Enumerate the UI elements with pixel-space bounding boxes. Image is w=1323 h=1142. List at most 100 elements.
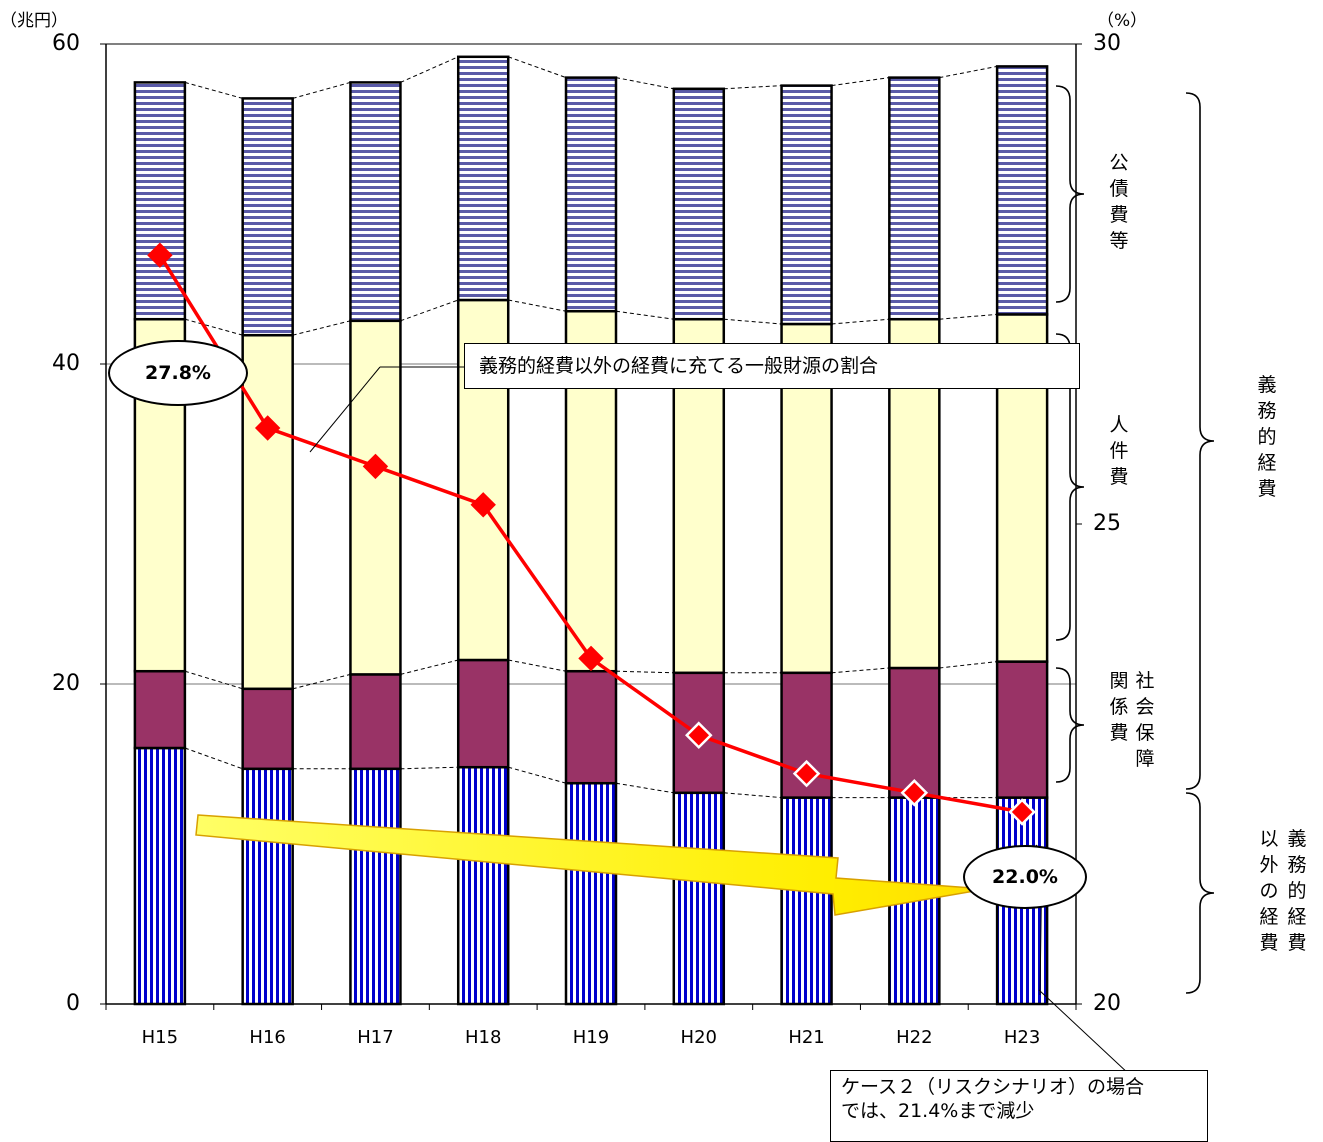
connector-4-0 [184, 81, 243, 99]
scenario-note-line2: では、21.4%まで減少 [841, 1100, 1035, 1122]
ratio-point-H23 [1008, 798, 1036, 826]
bar-H16-seg-0 [241, 767, 294, 1006]
x-label-H16: H16 [249, 1027, 286, 1048]
connector-1-5 [723, 792, 782, 799]
connector-4-7 [939, 65, 998, 79]
connector-1-2 [400, 766, 459, 770]
bar-H21-seg-3 [780, 84, 833, 326]
connector-3-6 [831, 318, 890, 325]
connector-3-5 [723, 318, 782, 325]
left-tick-40: 40 [52, 351, 80, 376]
connector-4-1 [292, 81, 351, 99]
bar-H17-seg-0 [349, 767, 402, 1006]
connector-3-0 [184, 318, 243, 336]
x-label-H22: H22 [896, 1027, 933, 1048]
brace-gimu [1185, 92, 1215, 790]
label-igai-col2: 義務的経費 [1287, 828, 1307, 954]
connector-4-2 [400, 56, 459, 83]
connector-3-4 [615, 310, 674, 320]
bar-H15-seg-1 [133, 669, 187, 750]
left-tick-0: 0 [66, 991, 80, 1016]
bar-H17-seg-2 [349, 319, 402, 676]
x-label-H17: H17 [357, 1027, 394, 1048]
bar-H20-seg-3 [672, 87, 726, 321]
x-label-H20: H20 [680, 1027, 717, 1048]
start-value-label: 27.8% [108, 340, 248, 406]
bar-H19-seg-1 [564, 669, 618, 785]
left-tick-20: 20 [52, 671, 80, 696]
bar-H16-seg-3 [241, 97, 294, 337]
bar-H18-seg-0 [456, 765, 510, 1006]
ratio-line [147, 242, 1036, 826]
connector-2-7 [939, 661, 998, 669]
brace-shakai [1055, 667, 1085, 783]
ratio-point-H19 [578, 645, 604, 672]
connector-4-3 [508, 56, 567, 79]
bar-H23-seg-1 [995, 660, 1049, 799]
bar-H20-seg-0 [672, 791, 726, 1006]
scenario-note-line1: ケース２（リスクシナリオ）の場合 [841, 1076, 1145, 1098]
scenario-note: ケース２（リスクシナリオ）の場合 では、21.4%まで減少 [830, 1070, 1208, 1142]
connector-2-1 [292, 673, 351, 690]
x-label-H21: H21 [788, 1027, 825, 1048]
brace-jinken [1055, 333, 1085, 641]
bar-H17-seg-3 [349, 81, 402, 323]
connector-4-4 [615, 77, 674, 90]
brace-kousai [1055, 85, 1085, 303]
ratio-point-H21 [792, 759, 821, 788]
connector-2-4 [615, 670, 674, 674]
label-jinken: 人件費 [1109, 414, 1129, 488]
label-kousai: 公債費等 [1109, 152, 1129, 252]
bar-H18-seg-1 [456, 658, 510, 769]
bar-H22-seg-1 [888, 666, 941, 799]
label-gimu: 義務的経費 [1257, 374, 1277, 500]
connector-4-5 [723, 85, 782, 90]
bars [133, 55, 1049, 1006]
connector-3-1 [292, 320, 351, 336]
bar-H22-seg-3 [888, 76, 941, 321]
bar-H21-seg-0 [780, 796, 833, 1006]
bar-H18-seg-3 [456, 55, 510, 302]
connector-dashes [184, 56, 998, 799]
bar-H16-seg-2 [241, 333, 294, 691]
label-shakai-col1: 関係費 [1109, 670, 1129, 744]
connector-3-7 [939, 313, 998, 320]
connector-2-3 [508, 659, 567, 672]
trend-arrow [195, 814, 987, 916]
left-tick-60: 60 [52, 31, 80, 56]
label-igai-col1: 以外の経費 [1259, 828, 1279, 954]
right-tick-30: 30 [1093, 31, 1121, 56]
right-axis-unit: （%） [1097, 11, 1148, 31]
braces [1055, 85, 1215, 994]
connector-1-0 [184, 747, 243, 770]
left-axis-unit: （兆円） [0, 11, 68, 31]
ratio-point-H17 [362, 453, 389, 480]
connector-1-4 [615, 782, 674, 794]
x-label-H18: H18 [464, 1027, 502, 1048]
line-legend-box: 義務的経費以外の経費に充てる一般財源の割合 [464, 343, 1080, 389]
decrease-arrow [195, 814, 987, 916]
end-value-label: 22.0% [963, 845, 1087, 909]
x-label-H19: H19 [572, 1027, 610, 1048]
bar-H17-seg-1 [349, 673, 402, 771]
bar-H15-seg-0 [133, 746, 187, 1006]
bar-H16-seg-1 [241, 687, 294, 771]
connector-2-0 [184, 670, 243, 690]
axes [100, 43, 1082, 1010]
ratio-point-H15 [147, 242, 173, 268]
label-shakai-col2: 社会保障 [1135, 670, 1155, 770]
bar-H23-seg-3 [995, 65, 1049, 316]
connector-3-3 [508, 299, 567, 312]
x-label-H15: H15 [141, 1027, 179, 1048]
connector-1-3 [508, 766, 567, 784]
right-tick-25: 25 [1093, 511, 1121, 536]
ratio-point-H18 [470, 492, 496, 518]
connector-4-6 [831, 77, 890, 87]
bar-H19-seg-3 [564, 76, 618, 313]
ratio-point-H22 [900, 779, 929, 807]
connector-2-2 [400, 659, 459, 675]
connector-3-2 [400, 299, 459, 322]
right-tick-20: 20 [1093, 991, 1121, 1016]
x-label-H23: H23 [1003, 1027, 1041, 1048]
